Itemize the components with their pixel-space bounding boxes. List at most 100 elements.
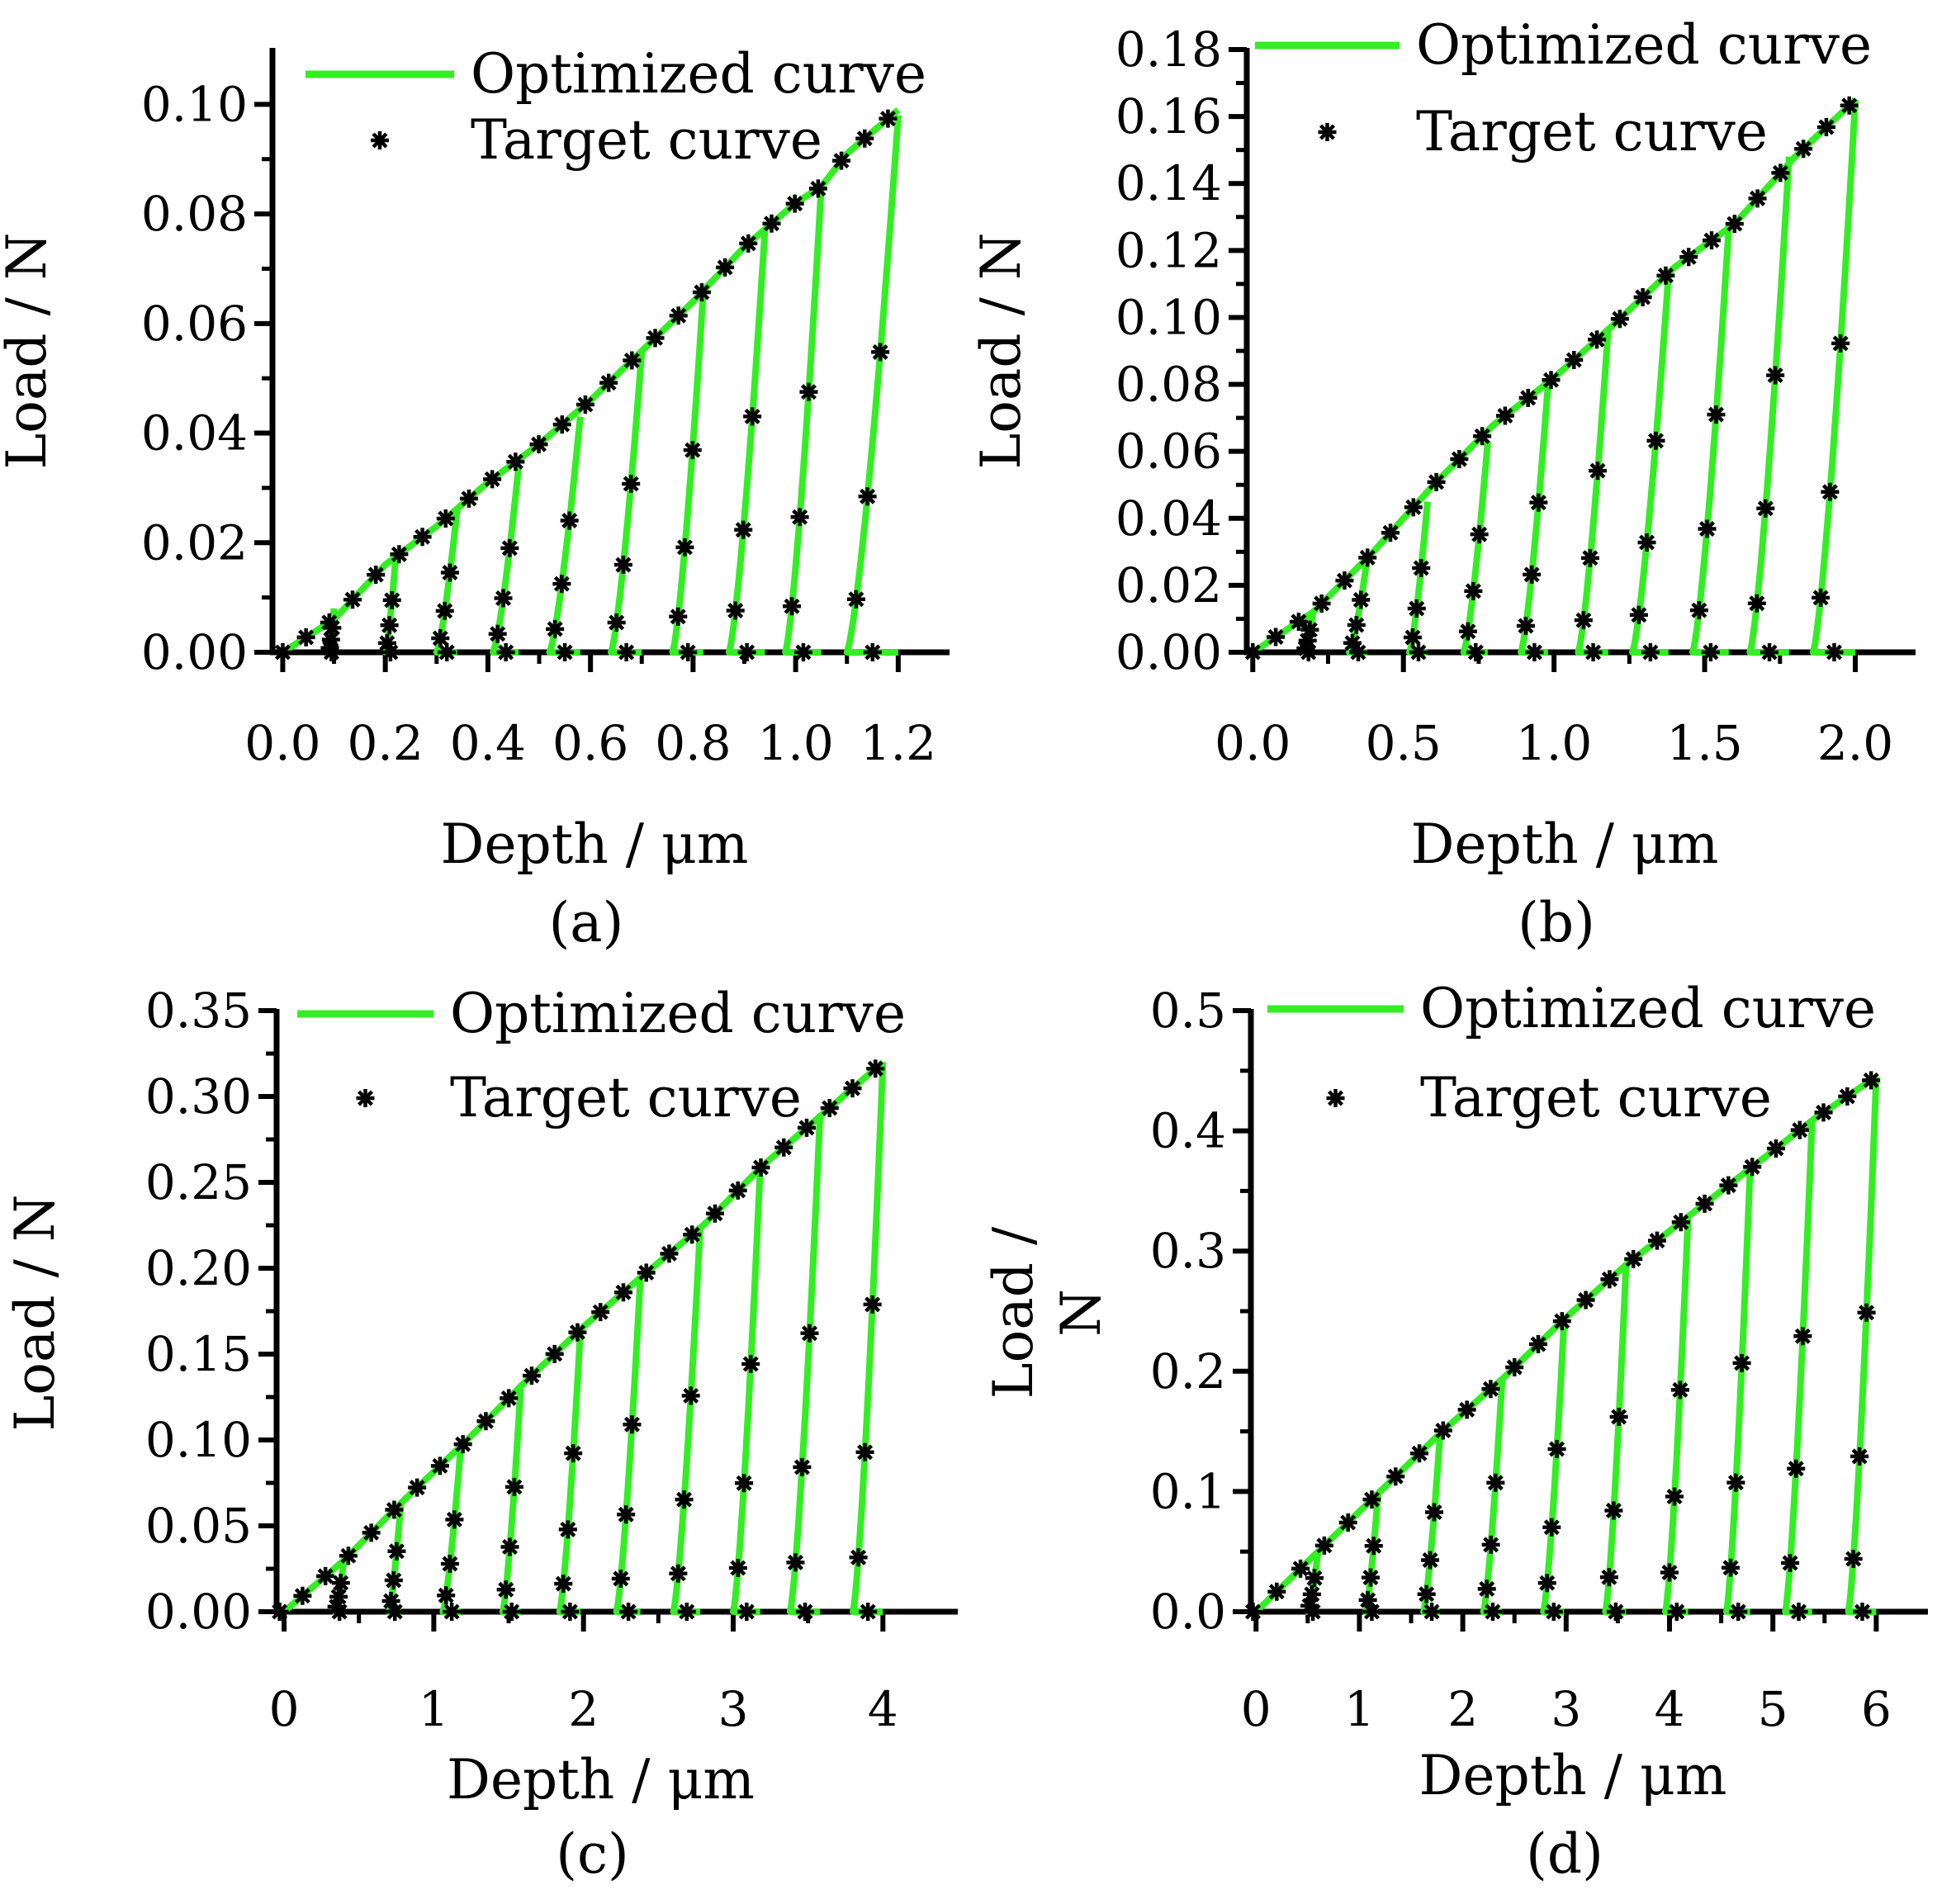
target-point (1505, 1357, 1524, 1376)
target-point (855, 129, 874, 148)
y-tick-label: 0.10 (1115, 289, 1222, 345)
target-point (1300, 1596, 1319, 1615)
target-point (1358, 548, 1377, 567)
target-point (1629, 605, 1648, 624)
y-tick-label: 0.3 (1150, 1223, 1226, 1279)
target-point (1701, 643, 1720, 661)
target-point (1427, 472, 1446, 491)
optimized-unloading-branch (1845, 1076, 1880, 1615)
legend-optimized-label: Optimized curve (1416, 13, 1872, 77)
x-tick-label: 1 (419, 1681, 449, 1737)
target-point (1412, 558, 1431, 577)
target-point (1637, 533, 1656, 552)
target-point (1542, 371, 1561, 390)
target-point (1267, 628, 1286, 647)
target-point (1821, 482, 1840, 501)
target-point (1584, 643, 1603, 661)
target-point (1518, 388, 1537, 407)
x-tick-label: 4 (868, 1681, 898, 1737)
target-point (866, 1059, 885, 1078)
target-point (1604, 1501, 1623, 1520)
target-point (1547, 1440, 1566, 1459)
target-point (1689, 601, 1708, 620)
target-point (1748, 189, 1767, 208)
legend-optimized-label: Optimized curve (450, 982, 906, 1045)
legend-target-marker (1318, 123, 1337, 141)
target-point (386, 1603, 405, 1621)
target-point (1386, 1467, 1405, 1486)
target-point (1417, 1584, 1436, 1603)
target-point (564, 1444, 583, 1463)
target-point (1495, 406, 1514, 425)
y-tick-label: 0.06 (1115, 424, 1222, 480)
target-point (331, 1574, 350, 1593)
target-point (705, 1204, 724, 1223)
target-point (575, 395, 594, 414)
chart-panel-b: 0.00 0.02 0.04 0.06 0.08 0.10 0.12 0.14 0.16 0.18… (969, 13, 1916, 954)
target-point (1814, 1103, 1833, 1122)
target-point (1648, 1231, 1666, 1250)
target-point (1698, 519, 1717, 538)
target-point (1641, 643, 1660, 661)
y-tick-label: 0.14 (1115, 155, 1222, 211)
target-point (568, 1323, 587, 1342)
target-point (1481, 1380, 1500, 1399)
target-point (785, 194, 804, 213)
target-point (855, 1442, 874, 1461)
x-tick-label: 6 (1861, 1681, 1892, 1737)
optimized-unloading-branch (499, 1388, 524, 1615)
target-point (440, 1555, 459, 1574)
target-point (270, 1603, 289, 1621)
y-tick-label: 0.04 (141, 405, 248, 462)
target-point (1458, 622, 1477, 641)
y-tick-label: 0.30 (145, 1068, 252, 1125)
target-point (1473, 427, 1492, 446)
optimized-unloading-branch (1722, 1167, 1754, 1615)
target-point (683, 441, 702, 460)
target-point (846, 590, 865, 609)
target-point (599, 373, 618, 392)
target-point (488, 624, 507, 643)
optimized-unloading-branch (786, 1113, 824, 1615)
x-tick-label: 0.2 (348, 715, 424, 771)
target-point (1298, 631, 1317, 650)
target-point (1464, 581, 1483, 600)
target-point (774, 1138, 793, 1157)
target-point (677, 1603, 696, 1621)
target-point (871, 343, 890, 362)
optimized-unloading-branch (1782, 1118, 1816, 1615)
target-point (1771, 163, 1790, 182)
x-tick-label: 0.0 (244, 715, 320, 771)
optimized-unloading-branch (546, 416, 584, 656)
target-point (1403, 628, 1422, 647)
x-axis-label: Depth / μm (441, 812, 749, 876)
target-point (1529, 493, 1548, 512)
panel-label: (b) (1518, 891, 1595, 954)
target-point (1302, 1584, 1321, 1603)
target-point (863, 1295, 882, 1314)
x-tick-label: 0.6 (552, 715, 628, 771)
optimized-loading-segment (1376, 1431, 1442, 1496)
target-point (459, 489, 478, 508)
y-tick-label: 0.1 (1150, 1463, 1226, 1519)
x-tick-label: 2 (1447, 1681, 1478, 1737)
x-tick-label: 1.0 (758, 715, 834, 771)
target-point (623, 351, 642, 370)
y-axis-label: Load / N (3, 1194, 67, 1431)
x-tick-label: 1.5 (1666, 715, 1742, 771)
target-point (1707, 405, 1726, 424)
target-point (1787, 1459, 1806, 1478)
target-point (1516, 616, 1535, 635)
y-tick-label: 0.08 (141, 186, 248, 242)
target-point (1361, 1568, 1380, 1587)
target-point (545, 1344, 564, 1363)
target-point (1656, 266, 1675, 285)
target-point (1793, 1327, 1812, 1346)
target-point (561, 1603, 580, 1621)
y-tick-label: 0.35 (145, 983, 252, 1039)
target-point (607, 613, 626, 632)
target-point (591, 1303, 610, 1322)
target-point (1633, 287, 1652, 306)
y-tick-label: 0.4 (1150, 1103, 1226, 1159)
legend-target-marker (1326, 1089, 1345, 1107)
